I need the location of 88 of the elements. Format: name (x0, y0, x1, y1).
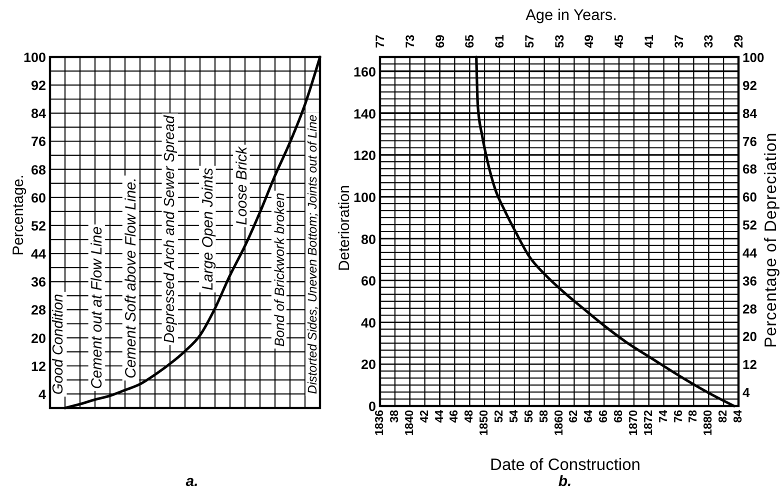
x2-tick-label: 37 (672, 34, 686, 48)
y2-tick-label: 28 (742, 300, 757, 316)
x-tick-label: 56 (523, 410, 536, 423)
y-tick-label: 12 (30, 358, 46, 374)
x-tick-label: 1880 (702, 410, 715, 436)
x2-tick-label: 73 (402, 34, 417, 48)
y-tick-label: 80 (360, 231, 376, 246)
annotation: Large Open Joints (198, 167, 216, 290)
x-tick-label: 58 (538, 409, 550, 423)
x-tick-label: 38 (388, 409, 401, 423)
y-tick-label: 160 (353, 64, 376, 80)
x-tick-label: 66 (598, 410, 610, 423)
x-axis-title: Date of Construction (490, 456, 640, 474)
y2-tick-label: 60 (742, 189, 757, 204)
y-tick-label: 68 (30, 162, 46, 177)
x-tick-label: 76 (672, 410, 685, 423)
annotation: Cement Soft above Flow Line. (122, 178, 140, 379)
x-tick-label: 1840 (404, 410, 416, 436)
y-tick-label: 60 (360, 273, 376, 288)
y2-tick-label: 52 (742, 217, 757, 232)
annotation: Good Condition (50, 294, 67, 395)
x2-tick-label: 29 (732, 34, 746, 48)
y2-tick-label: 100 (742, 50, 764, 64)
x2-tick-label: 49 (582, 34, 596, 48)
x-tick-label: 78 (688, 409, 700, 423)
y-tick-label: 76 (30, 134, 46, 149)
x-tick-label: 84 (732, 409, 744, 423)
x2-tick-label: 53 (552, 34, 566, 48)
x-tick-label: 62 (568, 410, 580, 423)
annotation: Cement out at Flow Line (88, 226, 106, 390)
x2-axis-title: Age in Years. (526, 7, 617, 24)
x-tick-label: 42 (418, 410, 431, 423)
x-tick-label: 48 (464, 409, 476, 423)
x-tick-label: 1870 (628, 410, 640, 436)
annotation: Distorted Sides, Uneven Bottom; Joints out of Line (305, 114, 320, 394)
x-tick-label: 52 (494, 410, 506, 423)
y-tick-label: 36 (30, 274, 46, 290)
y-axis-title: Deterioration (336, 185, 352, 271)
x-tick-label: 54 (508, 409, 520, 423)
x-tick-label: 1836 (374, 410, 386, 436)
annotation: Loose Brick (232, 145, 250, 226)
y2-tick-label: 12 (742, 356, 757, 372)
x2-tick-label: 33 (702, 34, 716, 48)
y-tick-label: 60 (30, 190, 46, 205)
y-tick-label: 20 (30, 330, 46, 346)
y-tick-label: 44 (30, 246, 46, 262)
y-tick-label: 120 (353, 148, 376, 163)
y-tick-label: 84 (30, 106, 46, 121)
y-tick-label: 28 (30, 302, 46, 318)
x-tick-label: 74 (658, 409, 670, 423)
x-tick-label: 82 (718, 410, 730, 423)
y2-tick-label: 84 (742, 105, 758, 120)
y2-tick-label: 44 (742, 244, 758, 260)
y2-tick-label: 36 (742, 272, 757, 288)
y-tick-label: 52 (30, 218, 46, 233)
x2-tick-label: 65 (462, 34, 477, 48)
x-tick-label: 44 (434, 409, 446, 423)
x2-tick-label: 57 (522, 34, 536, 48)
x-tick-label: 1872 (642, 410, 655, 436)
y-axis-title: Percentage. (10, 174, 26, 256)
x2-tick-label: 45 (612, 34, 626, 48)
x2-tick-label: 77 (373, 34, 387, 48)
y-tick-label: 4 (38, 386, 46, 402)
y-tick-label: 140 (353, 106, 376, 121)
text: b. (558, 473, 572, 490)
y2-tick-label: 76 (742, 133, 757, 148)
y2-tick-label: 68 (742, 161, 757, 176)
x-tick-label: 64 (583, 409, 596, 423)
y2-tick-label: 20 (742, 328, 757, 344)
x2-tick-label: 41 (642, 34, 656, 48)
y-tick-label: 40 (360, 314, 376, 330)
x2-tick-label: 61 (492, 34, 506, 48)
y2-tick-label: 4 (742, 384, 750, 400)
x-tick-label: 1860 (553, 410, 566, 436)
y-tick-label: 100 (353, 190, 376, 205)
x2-tick-label: 69 (432, 34, 447, 48)
x-tick-label: 46 (448, 410, 461, 423)
annotation: Depressed Arch and Sewer Spread (162, 114, 178, 344)
y-tick-label: 92 (30, 78, 46, 93)
y-tick-label: 20 (360, 356, 376, 372)
y2-tick-label: 92 (742, 77, 757, 92)
annotation: Bond of Brickwork broken (271, 192, 286, 347)
y-tick-label: 0 (368, 398, 376, 414)
text: a. (186, 473, 198, 490)
x-tick-label: 68 (613, 409, 625, 423)
y2-axis-title: Percentage of Depreciation (762, 132, 780, 348)
y-tick-label: 100 (23, 50, 46, 64)
x-tick-label: 1850 (478, 410, 491, 436)
